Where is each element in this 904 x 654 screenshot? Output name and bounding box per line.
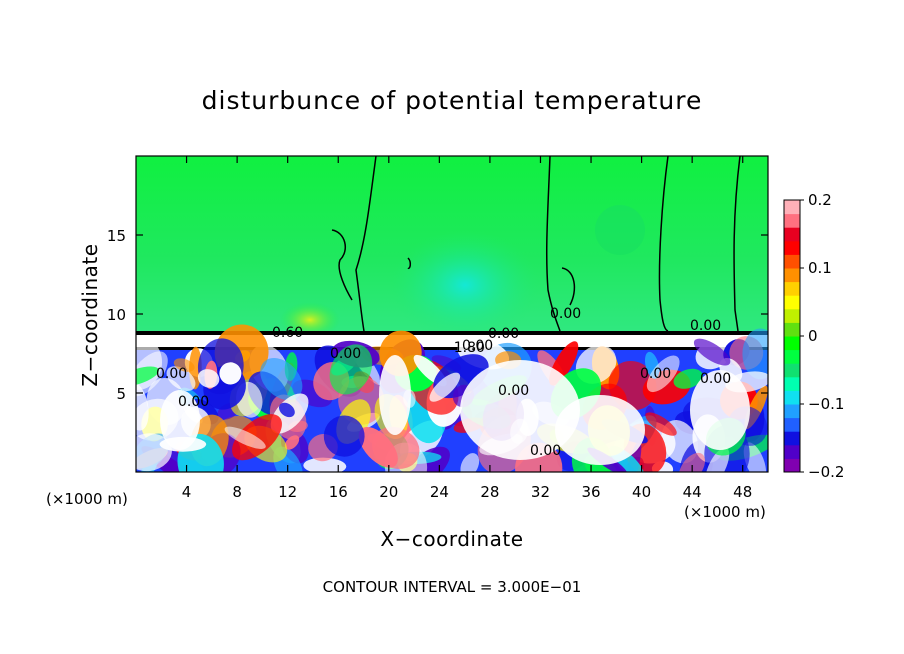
colorbar-swatch bbox=[784, 240, 800, 255]
colorbar-swatch bbox=[784, 458, 800, 473]
colorbar-swatch bbox=[784, 444, 800, 459]
contour-label: 0.00 bbox=[550, 306, 581, 322]
colorbar-swatch bbox=[784, 281, 800, 296]
colorbar: 0.2 0.1 0 −0.1 −0.2 bbox=[783, 191, 844, 481]
colorbar-tick-label: −0.2 bbox=[808, 463, 844, 481]
colorbar-swatch bbox=[784, 336, 800, 351]
y-tick-label: 5 bbox=[116, 385, 126, 403]
x-tick-label: 20 bbox=[379, 483, 398, 501]
contour-interval-note: CONTOUR INTERVAL = 3.000E−01 bbox=[322, 578, 582, 596]
x-tick-label: 48 bbox=[733, 483, 752, 501]
contour-label: 0.00 bbox=[330, 346, 361, 362]
colorbar-swatch bbox=[784, 349, 800, 364]
contour-lines bbox=[331, 156, 741, 332]
contour-label: 0.00 bbox=[488, 326, 519, 342]
contour-label: 0.00 bbox=[156, 366, 187, 382]
contour-label: 0.00 bbox=[640, 366, 671, 382]
colorbar-swatch bbox=[784, 363, 800, 378]
y-tick-label: 10 bbox=[107, 306, 126, 324]
contour-label: 0.00 bbox=[498, 383, 529, 399]
colorbar-tick-label: 0 bbox=[808, 327, 818, 345]
contour-label: 0.00 bbox=[178, 394, 209, 410]
colorbar-swatch bbox=[784, 254, 800, 269]
colorbar-swatch bbox=[784, 431, 800, 446]
y-tick-label: 15 bbox=[107, 227, 126, 245]
contour-label: 0.00 bbox=[462, 338, 493, 354]
field-heatmap bbox=[136, 156, 768, 472]
colorbar-swatch bbox=[784, 376, 800, 391]
x-tick-label: 32 bbox=[531, 483, 550, 501]
contour-label: −1.80 bbox=[442, 340, 485, 356]
x-tick-label: 40 bbox=[632, 483, 651, 501]
colorbar-swatch bbox=[784, 268, 800, 283]
colorbar-tick-label: −0.1 bbox=[808, 395, 844, 413]
colorbar-swatch bbox=[784, 404, 800, 419]
colorbar-tick-label: 0.2 bbox=[808, 191, 832, 209]
x-unit-label-right: (×1000 m) bbox=[684, 503, 766, 521]
x-axis-label: X−coordinate bbox=[380, 527, 524, 551]
x-tick-label: 24 bbox=[430, 483, 449, 501]
x-tick-label: 4 bbox=[182, 483, 192, 501]
x-tick-label: 44 bbox=[683, 483, 702, 501]
contour-label: 0.00 bbox=[530, 443, 561, 459]
colorbar-swatch bbox=[784, 295, 800, 310]
contour-labels: 0.600.000.00−1.800.000.000.000.000.000.0… bbox=[156, 306, 731, 459]
colorbar-tick-label: 0.1 bbox=[808, 259, 832, 277]
colorbar-swatch bbox=[784, 322, 800, 337]
colorbar-swatch bbox=[784, 417, 800, 432]
x-tick-label: 16 bbox=[329, 483, 348, 501]
chart-title: disturbunce of potential temperature bbox=[201, 86, 703, 115]
colorbar-swatch bbox=[784, 200, 800, 215]
contour-label: 0.00 bbox=[690, 318, 721, 334]
x-tick-label: 36 bbox=[581, 483, 600, 501]
x-tick-label: 12 bbox=[278, 483, 297, 501]
colorbar-swatch bbox=[784, 213, 800, 228]
x-tick-label: 8 bbox=[232, 483, 242, 501]
contour-label: 0.60 bbox=[272, 325, 303, 341]
x-tick-label: 28 bbox=[480, 483, 499, 501]
colorbar-swatch bbox=[784, 308, 800, 323]
colorbar-swatch bbox=[784, 390, 800, 405]
colorbar-swatch bbox=[784, 227, 800, 242]
contour-label: 0.00 bbox=[700, 371, 731, 387]
x-unit-label-left: (×1000 m) bbox=[46, 490, 128, 508]
